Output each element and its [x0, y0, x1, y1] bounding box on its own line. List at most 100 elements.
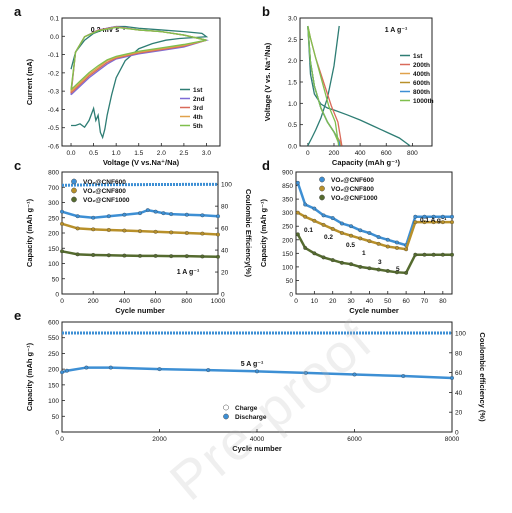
- data-point-d: [404, 270, 409, 275]
- data-point-d: [312, 218, 317, 223]
- data-point-d: [330, 226, 335, 231]
- x-tick-label-c: 800: [181, 298, 192, 305]
- data-point-d: [367, 266, 372, 271]
- y-tick-label-b: 0.5: [288, 122, 297, 129]
- y-right-axis-label-e: Coulombic efficiency (%): [478, 332, 487, 422]
- x-tick-label-c: 1000: [211, 298, 226, 305]
- y-tick-label-c: 150: [48, 246, 59, 253]
- legend-swatch-c: [71, 187, 77, 194]
- data-point-d: [303, 214, 308, 219]
- data-point-d: [367, 239, 372, 244]
- data-point-d: [376, 267, 381, 272]
- x-tick-label-a: 1.0: [112, 150, 121, 157]
- data-point-d: [295, 180, 300, 185]
- y-tick-label-e: 50: [52, 414, 60, 421]
- ce-series-c: [61, 182, 218, 187]
- data-point-e: [303, 370, 308, 375]
- data-point-d: [394, 245, 399, 250]
- data-point-c: [153, 253, 158, 258]
- data-point-c: [184, 254, 189, 259]
- data-point-d: [413, 252, 418, 257]
- y-axis-label-d: Capacity (mAh g⁻¹): [259, 198, 268, 267]
- data-point-c: [145, 208, 150, 213]
- plot-frame-a: [61, 17, 221, 147]
- data-point-d: [440, 214, 445, 219]
- y-tick-label-a: -0.3: [48, 89, 60, 96]
- legend-swatch-c: [71, 196, 77, 203]
- y-right-axis-label-c: Coulombic Efficiency(%): [244, 189, 253, 277]
- data-point-c: [184, 212, 189, 217]
- data-point-e: [450, 375, 454, 380]
- data-point-c: [122, 228, 127, 233]
- y-right-tick-label-c: 60: [221, 226, 229, 233]
- legend-swatch-c: [71, 178, 77, 185]
- data-point-c: [106, 214, 111, 219]
- y-tick-label-e: 250: [48, 351, 59, 358]
- y-tick-label-d: 300: [282, 210, 293, 217]
- data-point-d: [330, 216, 335, 221]
- figure-svg: a b c d e 0.0 0.5 1.0 1.5 2.0 2.5 3.0 -0.6 -0.5 -0.4 -0…: [14, 4, 487, 453]
- data-point-d: [422, 214, 427, 219]
- x-tick-label-c: 200: [88, 298, 99, 305]
- y-right-tick-label-e: 100: [455, 331, 466, 338]
- y-tick-label-e: 100: [48, 398, 59, 405]
- data-point-d: [431, 220, 436, 225]
- data-point-e: [157, 367, 162, 372]
- legend-label-b: 200th: [413, 62, 430, 69]
- data-point-c: [216, 232, 220, 237]
- data-point-d: [358, 264, 363, 269]
- data-point-d: [431, 214, 436, 219]
- x-tick-label-d: 30: [347, 298, 355, 305]
- x-tick-label-d: 80: [439, 298, 447, 305]
- y-tick-label-c: 0: [55, 292, 59, 299]
- x-tick-label-c: 0: [60, 298, 64, 305]
- rate-label-d: 1: [362, 250, 366, 257]
- data-point-d: [376, 235, 381, 240]
- y-tick-label-a: 0.0: [50, 34, 59, 41]
- y-tick-label-b: 2.0: [288, 58, 297, 65]
- rate-label-d: 0.1: [304, 227, 313, 234]
- data-point-c: [91, 253, 96, 257]
- rate-label-d: 0.1 A g⁻¹: [420, 217, 446, 224]
- y-tick-label-a: -0.2: [48, 70, 60, 77]
- series-line-b: [307, 25, 340, 146]
- y-tick-label-d: 0: [289, 292, 293, 299]
- y-tick-label-d: 200: [282, 237, 293, 244]
- data-point-d: [303, 245, 308, 250]
- y-tick-label-d: 350: [282, 197, 293, 204]
- data-point-d: [431, 252, 436, 257]
- data-point-d: [394, 270, 399, 275]
- x-tick-label-a: 2.0: [157, 150, 166, 157]
- x-tick-label-e: 4000: [250, 436, 265, 443]
- plot-frame-d: [295, 171, 453, 295]
- x-tick-label-e: 6000: [347, 436, 362, 443]
- x-tick-label-e: 0: [60, 436, 64, 443]
- x-tick-label-d: 20: [329, 298, 337, 305]
- legend-label-e: Charge: [235, 405, 258, 412]
- y-tick-label-e: 0: [55, 430, 59, 437]
- y-tick-label-c: 800: [48, 170, 59, 177]
- x-axis-label-a: Voltage (V vs.Na⁺/Na): [103, 158, 180, 167]
- data-point-d: [312, 251, 317, 256]
- legend-swatch-e: [223, 404, 229, 411]
- y-tick-label-b: 3.0: [288, 16, 297, 23]
- legend-label-d: VO₂@CNF600: [331, 177, 374, 184]
- y-tick-label-a: -0.1: [48, 52, 60, 59]
- legend-label-b: 1st: [413, 53, 423, 60]
- y-right-tick-label-c: 20: [221, 270, 229, 277]
- data-point-d: [339, 221, 344, 226]
- data-point-d: [321, 222, 326, 227]
- data-point-e: [206, 368, 211, 373]
- y-right-tick-label-e: 0: [455, 430, 459, 437]
- y-right-tick-label-c: 80: [221, 204, 229, 211]
- legend-label-c: VO₂@CNF600: [83, 179, 126, 186]
- series-line-d: [296, 181, 454, 247]
- series-line-a: [70, 26, 207, 94]
- y-tick-label-a: 0.1: [50, 16, 59, 23]
- data-point-e: [108, 365, 113, 370]
- y-right-tick-label-e: 40: [455, 390, 463, 397]
- data-point-d: [422, 220, 427, 225]
- y-tick-label-c: 50: [52, 276, 60, 283]
- series-line-d: [296, 233, 454, 275]
- data-point-e: [352, 372, 357, 377]
